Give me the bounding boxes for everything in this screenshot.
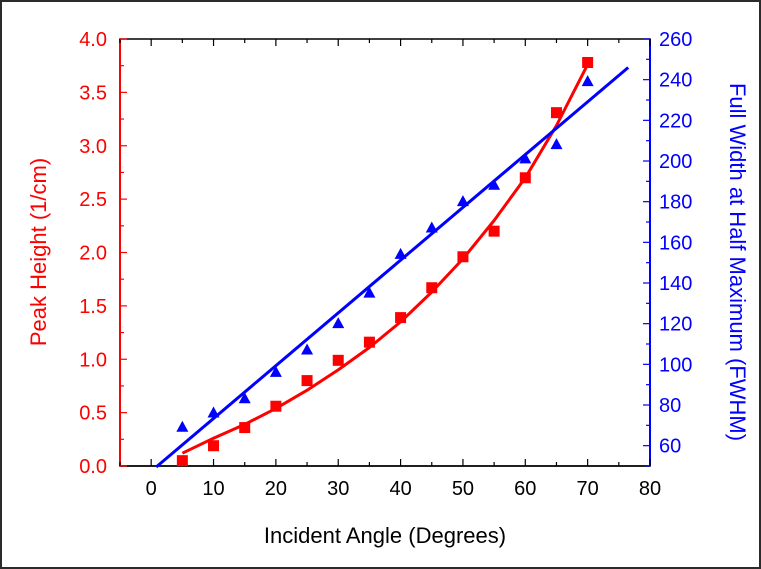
y-right-tick-label: 200	[659, 151, 692, 173]
peak-height-point	[426, 282, 438, 294]
x-axis-label: Incident Angle (Degrees)	[264, 523, 506, 548]
x-tick-label: 10	[202, 478, 224, 500]
fwhm-fit-line	[155, 66, 630, 469]
y-right-tick-label: 260	[659, 29, 692, 51]
fwhm-point	[519, 152, 532, 164]
fit-lines	[155, 63, 630, 469]
y-left-tick-label: 1.0	[79, 349, 107, 371]
x-tick-label: 80	[639, 478, 661, 500]
x-tick-label: 50	[452, 478, 474, 500]
x-tick-label: 40	[389, 478, 411, 500]
y-left-tick-label: 3.0	[79, 136, 107, 158]
y-right-tick-label: 140	[659, 273, 692, 295]
peak-height-point	[519, 172, 531, 184]
y-left-tick-label: 4.0	[79, 29, 107, 51]
axes: 0 10 20 30 40 50 60 70 80 0.0 0.5 1.0 1.5 2.0 2.5 3.0 3.…	[79, 29, 692, 500]
fwhm-point	[207, 406, 220, 418]
y-right-tick-label: 80	[659, 395, 681, 417]
y-right-tick-label: 240	[659, 70, 692, 92]
x-tick-label: 60	[514, 478, 536, 500]
x-tick-label: 70	[577, 478, 599, 500]
peak-height-point	[270, 400, 282, 412]
peak-height-point	[457, 251, 469, 263]
plot-area	[119, 38, 651, 467]
peak-height-point	[301, 375, 313, 387]
x-tick-label: 0	[146, 478, 157, 500]
peak-height-point	[488, 225, 500, 237]
data-markers	[176, 56, 594, 467]
fwhm-point	[238, 392, 251, 404]
fwhm-point	[581, 75, 594, 87]
peak-height-point	[395, 312, 407, 324]
y-axis-right-label: Full Width at Half Maximum (FWHM)	[725, 83, 750, 441]
fwhm-point	[301, 343, 314, 355]
y-axis-left-label: Peak Height (1/cm)	[26, 158, 51, 346]
peak-height-fit-line	[181, 63, 589, 455]
y-left-tick-label: 0.0	[79, 456, 107, 478]
fwhm-point	[363, 286, 376, 298]
y-left-tick-label: 2.0	[79, 243, 107, 265]
y-right-tick-label: 60	[659, 436, 681, 458]
y-right-tick-label: 100	[659, 354, 692, 376]
peak-height-point	[363, 336, 375, 348]
x-tick-label: 20	[265, 478, 287, 500]
y-left-tick-label: 3.5	[79, 82, 107, 104]
y-left-tick-label: 2.5	[79, 189, 107, 211]
peak-height-point	[208, 440, 220, 452]
peak-height-point	[550, 107, 562, 119]
peak-height-point	[239, 422, 251, 434]
peak-height-point	[582, 56, 594, 68]
fwhm-point	[269, 365, 282, 377]
fwhm-point	[488, 178, 501, 190]
y-left-tick-label: 0.5	[79, 403, 107, 425]
y-right-tick-label: 120	[659, 314, 692, 336]
y-right-tick-label: 160	[659, 232, 692, 254]
fwhm-point	[332, 317, 345, 329]
fwhm-point	[456, 195, 469, 207]
y-left-tick-label: 1.5	[79, 296, 107, 318]
fwhm-point	[550, 138, 563, 150]
fwhm-point	[425, 221, 438, 233]
fwhm-point	[176, 420, 189, 432]
y-right-tick-label: 180	[659, 192, 692, 214]
y-right-tick-label: 220	[659, 110, 692, 132]
peak-height-point	[332, 354, 344, 366]
x-tick-label: 30	[327, 478, 349, 500]
fwhm-point	[394, 247, 407, 259]
peak-height-point	[176, 455, 188, 467]
